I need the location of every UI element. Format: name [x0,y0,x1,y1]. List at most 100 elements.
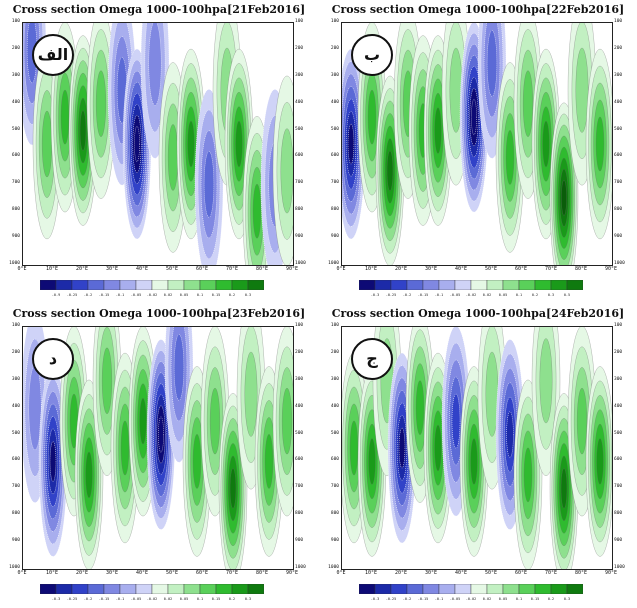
contour-band [577,387,587,455]
colorbar-label: -0.02 [465,597,477,601]
y-tick-label-right: 200 [295,45,304,51]
chart-title: Cross section Omega 1000-100hpa[22Feb201… [331,3,625,16]
contour-band [42,110,52,178]
y-tick-label-right: 900 [614,538,623,544]
contour-band [386,150,394,192]
contour-band [451,393,461,449]
colorbar-swatch [454,280,472,290]
colorbar-label: -0.05 [130,293,142,297]
y-tick-label-right: 600 [295,153,304,159]
colorbar-swatch [183,280,201,290]
colorbar-swatch [422,280,440,290]
y-tick-label-right: 800 [614,511,623,517]
contour-band [434,424,442,472]
colorbar-swatch [247,584,264,594]
colorbar-swatch [167,280,185,290]
x-tick-label: 50°E [484,266,498,272]
contour-band [523,70,533,137]
plot-svg [342,327,612,569]
colorbar-label: -0.15 [417,597,429,601]
colorbar-label: 0.15 [211,597,221,601]
colorbar-swatch [167,584,185,594]
y-tick-label-right: 100 [295,323,304,328]
colorbar-swatch [502,584,520,594]
y-tick-label-right: 600 [614,153,623,159]
x-tick-label: 60°E [514,570,528,576]
y-tick-label-right: 200 [295,349,304,355]
y-tick-label-right: 400 [614,403,623,409]
y-tick-label: 1000 [328,261,339,266]
omega-cell [342,48,366,240]
y-tick-label-right: 500 [295,430,304,436]
y-tick-label-right: 1000 [295,565,306,570]
x-tick-label: 30°E [424,266,438,272]
x-tick-label: 50°E [484,570,498,576]
colorbar [40,280,264,290]
colorbar-label: -0.2 [83,597,93,601]
contour-band [49,441,57,482]
plot-area [22,22,294,266]
colorbar-label: 0.2 [531,293,539,297]
y-tick-label-right: 300 [295,376,304,382]
colorbar-swatch [454,584,472,594]
colorbar-label: -0.05 [130,597,142,601]
colorbar-label: -0.05 [449,597,461,601]
colorbar-label: -0.02 [146,293,158,297]
colorbar-swatch [231,584,249,594]
colorbar-swatch [359,584,376,594]
plot-area [341,326,613,570]
x-tick-label: 80°E [255,266,269,272]
y-tick-label: 600 [11,153,20,159]
contour-band [85,451,93,499]
x-tick-label: 20°E [394,570,408,576]
x-tick-label: 10°E [364,570,378,576]
colorbar-swatch [135,584,153,594]
colorbar-label: -0.1 [434,293,444,297]
x-tick-label: 40°E [135,570,149,576]
x-tick-label: 40°E [454,570,468,576]
x-tick-label: 0°E [17,266,27,272]
colorbar-label: -0.1 [434,597,444,601]
colorbar-label: 0.2 [547,597,555,601]
colorbar-swatch [71,584,89,594]
contour-band [148,23,162,106]
colorbar-label: 0.3 [563,597,571,601]
omega-cell [549,102,579,265]
colorbar-label: 0.15 [211,293,221,297]
colorbar-swatch [406,280,424,290]
colorbar-svg [359,584,583,594]
y-tick-label-right: 100 [295,19,304,24]
y-tick-label: 200 [330,349,339,355]
colorbar-label: 0.1 [515,293,523,297]
y-tick-label: 100 [330,19,339,24]
colorbar-swatch [534,584,552,594]
contour-band [252,183,262,239]
y-tick-label-right: 100 [614,19,623,24]
y-tick-label-right: 500 [614,430,623,436]
colorbar-label: -0.25 [385,597,397,601]
x-tick-label: 0°E [336,266,346,272]
x-tick-label: 70°E [225,570,239,576]
y-tick-label: 500 [330,126,339,132]
y-tick-label-right: 600 [295,457,304,463]
y-tick-label-right: 200 [614,45,623,51]
y-tick-label-right: 400 [295,403,304,409]
y-tick-label: 200 [11,45,20,51]
x-tick-label: 20°E [394,266,408,272]
x-tick-label: 0°E [336,570,346,576]
chart-title: Cross section Omega 1000-100hpa[23Feb201… [12,307,306,320]
y-tick-label: 600 [11,457,20,463]
colorbar-label: 0.1 [196,597,204,601]
colorbar-swatch [470,584,488,594]
omega-cell [218,393,248,569]
colorbar-swatch [470,280,488,290]
colorbar-label: 0.3 [244,293,252,297]
colorbar-swatch [183,584,201,594]
x-tick-label: 30°E [105,266,119,272]
y-tick-label-right: 100 [614,323,623,328]
x-tick-label: 40°E [454,266,468,272]
y-tick-label-right: 500 [295,126,304,132]
colorbar-swatch [119,280,137,290]
contour-band [471,99,477,136]
omega-cell [375,75,405,265]
